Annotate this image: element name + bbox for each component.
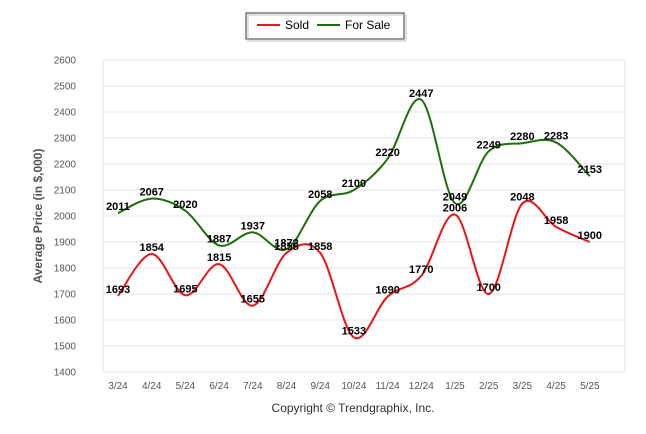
data-label-for-sale: 2280 — [510, 131, 534, 143]
data-label-for-sale: 2447 — [409, 88, 433, 100]
x-tick-label: 9/24 — [310, 381, 330, 392]
y-tick-label: 1600 — [54, 316, 77, 327]
data-label-sold: 1900 — [578, 230, 602, 242]
x-tick-label: 10/24 — [341, 381, 366, 392]
x-tick-label: 6/24 — [209, 381, 229, 392]
data-label-for-sale: 2153 — [578, 164, 602, 176]
data-label-sold: 1958 — [544, 215, 568, 227]
data-label-sold: 1770 — [409, 264, 433, 276]
x-tick-label: 8/24 — [277, 381, 297, 392]
data-label-for-sale: 2249 — [476, 139, 500, 151]
legend-label-sold: Sold — [285, 18, 309, 32]
y-axis-label: Average Price (in $,000) — [31, 149, 45, 284]
x-tick-label: 4/25 — [546, 381, 566, 392]
y-tick-label: 2600 — [54, 56, 77, 67]
data-label-sold: 2048 — [510, 192, 534, 204]
data-label-for-sale: 2220 — [375, 147, 399, 159]
data-label-sold: 2006 — [443, 202, 467, 214]
data-label-sold: 1700 — [476, 282, 500, 294]
y-tick-label: 1500 — [54, 342, 77, 353]
x-tick-label: 5/24 — [176, 381, 196, 392]
data-label-sold: 1858 — [274, 241, 298, 253]
data-label-for-sale: 2011 — [106, 201, 130, 213]
data-label-for-sale: 2049 — [443, 191, 467, 203]
data-label-for-sale: 1887 — [207, 233, 231, 245]
legend-label-for-sale: For Sale — [345, 18, 391, 32]
data-label-sold: 1695 — [173, 283, 197, 295]
y-tick-label: 2400 — [54, 108, 77, 119]
data-label-sold: 1858 — [308, 241, 332, 253]
y-tick-label: 2500 — [54, 82, 77, 93]
y-tick-labels: 1400 1500 1600 1700 1800 1900 2000 2100 2200 2300… — [54, 56, 77, 379]
data-label-for-sale: 1937 — [241, 220, 265, 232]
series-line-for-sale — [117, 98, 591, 252]
data-label-sold: 1815 — [207, 252, 231, 264]
series-lines — [117, 98, 591, 340]
data-label-sold: 1533 — [342, 325, 366, 337]
y-tick-label: 2200 — [54, 160, 77, 171]
data-label-for-sale: 2067 — [139, 187, 163, 199]
y-tick-label: 1400 — [54, 368, 77, 379]
x-tick-label: 1/25 — [445, 381, 465, 392]
x-tick-label: 4/24 — [142, 381, 162, 392]
x-tick-labels: 3/24 4/24 5/24 6/24 7/24 8/24 9/24 10/24 11/24 12… — [108, 381, 600, 392]
data-label-sold: 1693 — [106, 284, 130, 296]
x-tick-label: 3/25 — [513, 381, 533, 392]
grid — [102, 59, 626, 373]
x-tick-label: 2/25 — [479, 381, 499, 392]
legend: Sold For Sale — [245, 12, 407, 42]
data-label-for-sale: 2020 — [173, 199, 197, 211]
data-label-for-sale: 2283 — [544, 130, 568, 142]
y-tick-label: 2000 — [54, 212, 77, 223]
data-label-sold: 1854 — [139, 242, 164, 254]
y-tick-label: 1900 — [54, 238, 77, 249]
x-tick-label: 7/24 — [243, 381, 263, 392]
y-tick-label: 2300 — [54, 134, 77, 145]
x-tick-label: 3/24 — [108, 381, 128, 392]
x-tick-label: 12/24 — [409, 381, 434, 392]
data-label-for-sale: 2100 — [342, 178, 366, 190]
x-tick-label: 11/24 — [375, 381, 400, 392]
y-tick-label: 1800 — [54, 264, 77, 275]
x-tick-label: 5/25 — [580, 381, 600, 392]
copyright-text: Copyright © Trendgraphix, Inc. — [272, 401, 435, 415]
data-label-sold: 1690 — [375, 285, 399, 297]
data-labels: 1693 1854 1695 1815 1655 1858 1858 1533 1690 1770… — [106, 88, 602, 338]
y-tick-label: 1700 — [54, 290, 77, 301]
data-label-for-sale: 2058 — [308, 189, 332, 201]
series-line-sold — [117, 200, 591, 340]
data-label-for-sale: 1872 — [274, 237, 298, 249]
y-tick-label: 2100 — [54, 186, 77, 197]
data-label-sold: 1655 — [241, 294, 265, 306]
